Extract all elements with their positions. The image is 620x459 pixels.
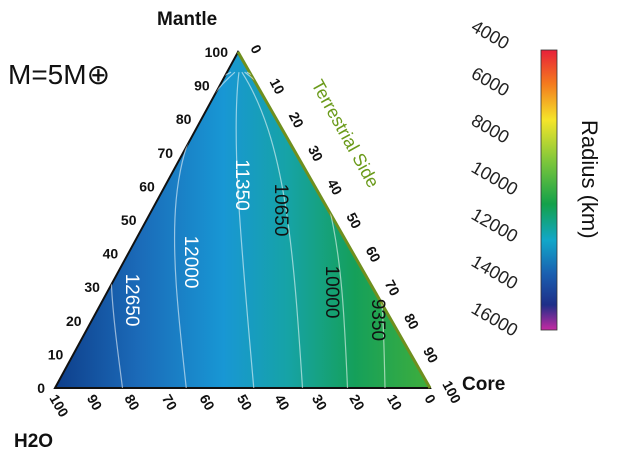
core-tick-label: 10 <box>267 75 289 96</box>
h2o-tick-label: 70 <box>159 392 181 414</box>
core-tick-label: 60 <box>363 243 385 264</box>
mantle-tick-label: 10 <box>48 346 64 362</box>
core-tick-label: 100 <box>439 378 464 406</box>
colorbar-tick-label: 6000 <box>468 63 513 100</box>
terrestrial-side-label: Terrestrial Side <box>308 76 384 191</box>
mantle-tick-label: 90 <box>194 78 210 94</box>
corner-label-h2o: H2O <box>14 431 53 452</box>
terrestrial-side-edge <box>236 51 432 389</box>
contour-label: 11350 <box>231 159 252 210</box>
core-tick-label: 40 <box>324 176 346 197</box>
colorbar-tick-label: 12000 <box>468 204 521 246</box>
mantle-axis-ticks: 0 10 20 30 40 50 60 70 80 90 100 <box>37 44 228 396</box>
contour-label: 10000 <box>321 266 342 319</box>
colorbar-tick-label: 8000 <box>468 110 513 147</box>
contour-label: 12650 <box>121 274 142 327</box>
colorbar-ticks: 4000 6000 8000 10000 12000 14000 16000 <box>468 16 521 340</box>
contour-label: 10650 <box>270 184 291 237</box>
h2o-tick-label: 30 <box>309 392 331 414</box>
mantle-tick-label: 30 <box>84 279 100 295</box>
colorbar-tick-label: 16000 <box>468 298 521 340</box>
h2o-tick-label: 40 <box>271 392 293 414</box>
mantle-tick-label: 40 <box>103 246 119 262</box>
h2o-tick-label: 100 <box>46 392 72 420</box>
mantle-tick-label: 100 <box>205 44 229 60</box>
mantle-tick-label: 50 <box>121 212 137 228</box>
contour-line <box>235 72 255 388</box>
h2o-tick-label: 90 <box>84 392 106 414</box>
corner-label-core: Core <box>462 374 505 395</box>
h2o-tick-label: 10 <box>384 392 406 414</box>
core-tick-label: 90 <box>420 344 442 365</box>
h2o-tick-label: 60 <box>196 392 218 414</box>
core-tick-label: 80 <box>401 311 423 332</box>
mantle-tick-label: 20 <box>66 313 82 329</box>
corner-label-mantle: Mantle <box>157 9 217 30</box>
core-tick-label: 70 <box>382 277 404 298</box>
mantle-tick-label: 60 <box>139 178 155 194</box>
contour-label: 12000 <box>180 236 201 289</box>
mantle-tick-label: 80 <box>176 111 192 127</box>
contour-line <box>241 71 304 388</box>
core-tick-label: 30 <box>305 143 327 164</box>
contour-labels: 12650 12000 11350 10650 10000 9350 <box>121 159 388 341</box>
core-tick-label: 0 <box>247 42 265 57</box>
colorbar-title: Radius (km) <box>577 120 602 239</box>
mass-annotation: M=5M⊕ <box>8 59 110 90</box>
mantle-tick-label: 70 <box>158 145 174 161</box>
colorbar <box>540 49 558 331</box>
colorbar-tick-label: 14000 <box>468 251 521 293</box>
core-axis-ticks: 0 10 20 30 40 50 60 70 80 90 100 <box>247 42 464 406</box>
contour-label: 9350 <box>367 299 388 341</box>
h2o-axis-ticks: 100 90 80 70 60 50 40 30 20 10 0 <box>46 392 439 420</box>
h2o-tick-label: 50 <box>234 392 256 414</box>
core-tick-label: 50 <box>343 210 365 231</box>
h2o-tick-label: 80 <box>121 392 143 414</box>
colorbar-tick-label: 10000 <box>468 157 521 199</box>
colorbar-tick-label: 4000 <box>468 16 513 53</box>
h2o-tick-label: 0 <box>421 392 439 407</box>
mantle-tick-label: 0 <box>37 380 45 396</box>
core-tick-label: 20 <box>286 109 308 130</box>
h2o-tick-label: 20 <box>346 392 368 414</box>
